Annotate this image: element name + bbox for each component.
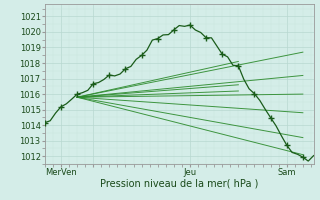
X-axis label: Pression niveau de la mer( hPa ): Pression niveau de la mer( hPa ) bbox=[100, 179, 258, 189]
